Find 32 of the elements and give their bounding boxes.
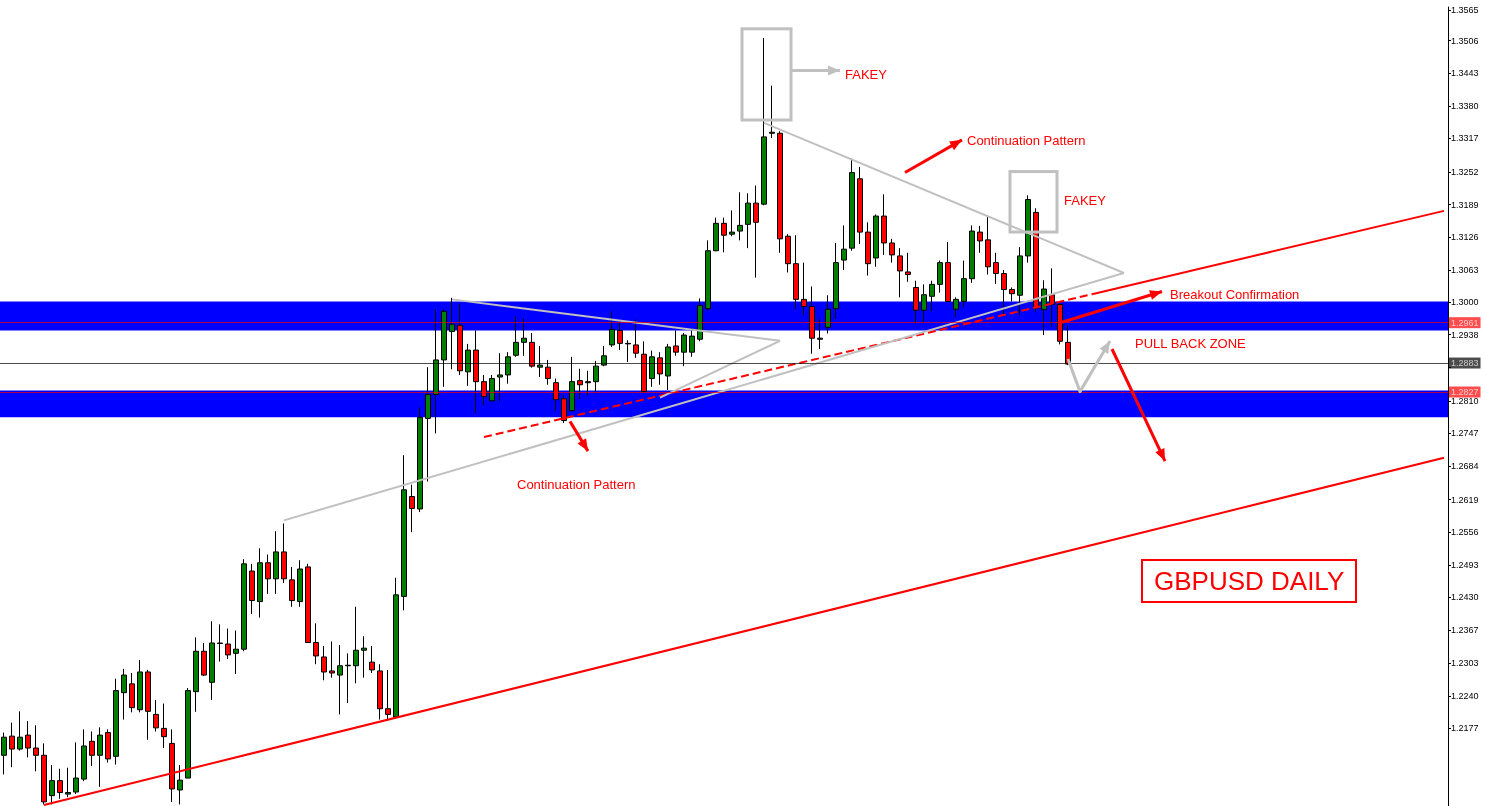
y-tick-label: 1.2493	[1451, 559, 1479, 570]
ref-line-label: 1.2883	[1451, 358, 1479, 369]
y-tick-label: 1.2619	[1451, 494, 1479, 505]
y-tick-label: 1.3189	[1451, 199, 1479, 210]
y-tick-label: 1.2556	[1451, 527, 1479, 538]
annotation: Continuation Pattern	[967, 132, 1086, 148]
y-tick-label: 1.2240	[1451, 690, 1479, 701]
ref-line-label: 1.2827	[1451, 387, 1479, 398]
y-tick-label: 1.2177	[1451, 723, 1479, 734]
y-tick-label: 1.3380	[1451, 100, 1479, 111]
y-tick-label: 1.2684	[1451, 461, 1479, 472]
y-tick-label: 1.2938	[1451, 329, 1479, 340]
annotation: FAKEY	[1064, 193, 1106, 209]
y-tick-label: 1.3317	[1451, 133, 1479, 144]
annotation: Breakout Confirmation	[1170, 287, 1300, 303]
y-tick-label: 1.3000	[1451, 297, 1479, 308]
y-tick-label: 1.3126	[1451, 232, 1479, 243]
annotation: Continuation Pattern	[517, 476, 636, 492]
y-tick-label: 1.3252	[1451, 167, 1479, 178]
y-tick-label: 1.3565	[1451, 5, 1479, 16]
text: GBPUSD DAILY	[1154, 566, 1345, 596]
y-tick-label: 1.3443	[1451, 68, 1479, 79]
ref-line-label: 1.2961	[1451, 317, 1479, 328]
y-tick-label: 1.2430	[1451, 592, 1479, 603]
y-tick-label: 1.2367	[1451, 625, 1479, 636]
annotation: PULL BACK ZONE	[1135, 336, 1246, 352]
annotation: FAKEY	[845, 67, 887, 83]
y-tick-label: 1.3506	[1451, 35, 1479, 46]
y-tick-label: 1.3063	[1451, 264, 1479, 275]
y-tick-label: 1.2303	[1451, 658, 1479, 669]
y-tick-label: 1.2747	[1451, 428, 1479, 439]
y-tick-label: 1.2810	[1451, 395, 1479, 406]
